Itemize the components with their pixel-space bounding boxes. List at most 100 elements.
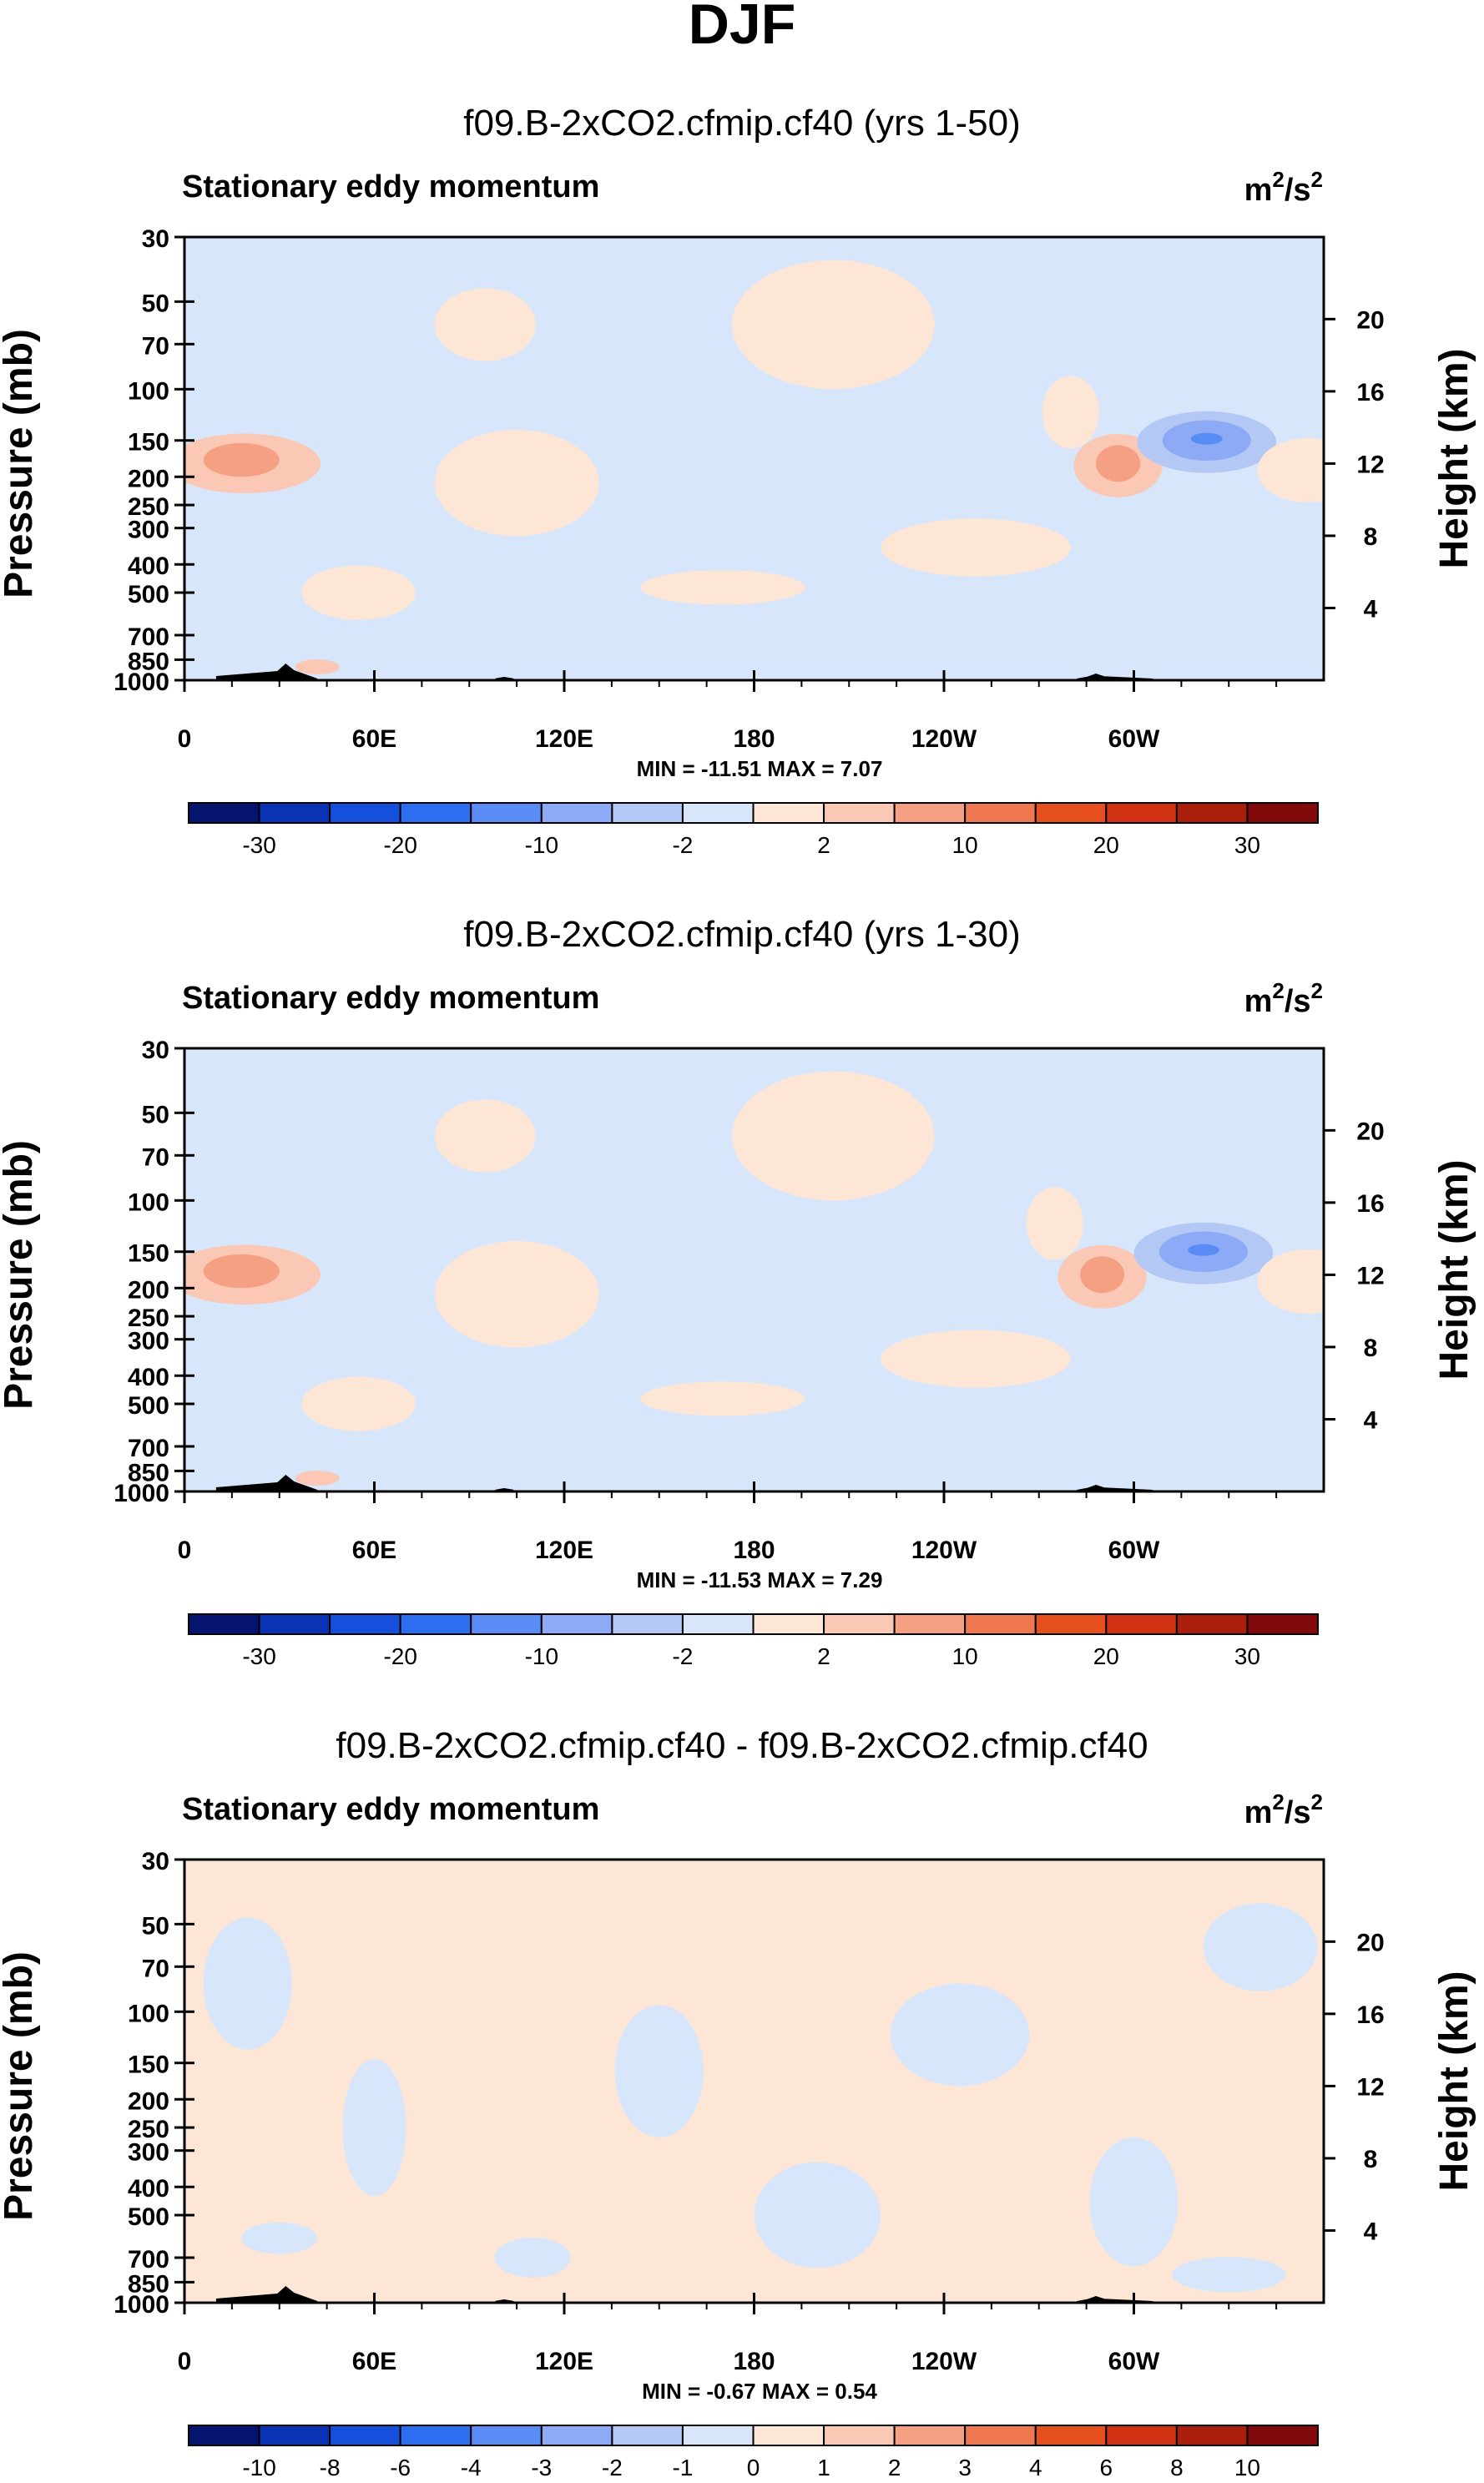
y-tick-label: 300: [128, 2139, 169, 2167]
right-axis-title: Height (km): [1432, 349, 1476, 569]
topography: [215, 2286, 318, 2303]
colorbar-box: [893, 1613, 967, 1635]
contour-region: [754, 2162, 881, 2269]
colorbar-label: 30: [1234, 1643, 1260, 1669]
y-tick-label: 50: [142, 290, 169, 317]
colorbar-box: [540, 2425, 613, 2446]
y-tick-label: 300: [128, 1328, 169, 1355]
colorbar-label: -2: [672, 1643, 693, 1669]
contour-region: [295, 1471, 340, 1486]
contour-region: [434, 1240, 599, 1348]
y-tick-label: 100: [128, 377, 169, 405]
colorbar-box: [188, 2425, 260, 2446]
colorbar-box: [188, 1613, 260, 1635]
y-tick-label: 100: [128, 2000, 169, 2027]
colorbar-box: [893, 802, 967, 824]
colorbar-box: [823, 802, 896, 824]
contour-region: [1042, 376, 1099, 449]
y-tick-label: 30: [142, 1848, 169, 1875]
colorbar-box: [329, 802, 401, 824]
min-max-stats: MIN = -11.53 MAX = 7.29: [637, 1567, 883, 1592]
y-tick-label: 500: [128, 1392, 169, 1420]
colorbar-box: [611, 1613, 684, 1635]
height-tick-label: 20: [1356, 1929, 1384, 1956]
topography: [215, 1475, 318, 1491]
field-label: Stationary eddy momentum: [182, 169, 599, 204]
colorbar-box: [258, 2425, 331, 2446]
colorbar-box: [1175, 2425, 1249, 2446]
x-tick-label: 60W: [1108, 725, 1160, 753]
colorbar-label: 1: [817, 2455, 830, 2480]
colorbar-label: 8: [1170, 2455, 1184, 2480]
x-tick-label: 120E: [535, 725, 593, 753]
x-tick-label: 120E: [535, 2348, 593, 2375]
y-tick-label: 150: [128, 429, 169, 457]
colorbar-box: [611, 802, 684, 824]
height-tick-label: 12: [1356, 1262, 1384, 1289]
colorbar-box: [681, 802, 755, 824]
units-label: m2/s2: [1244, 1789, 1323, 1830]
colorbar-box: [823, 1613, 896, 1635]
chart-panel: f09.B-2xCO2.cfmip.cf40 (yrs 1-50) Station…: [0, 103, 1476, 858]
colorbar-box: [1105, 1613, 1178, 1635]
colorbar-box: [964, 802, 1037, 824]
colorbar-box: [329, 2425, 401, 2446]
colorbar-box: [1034, 1613, 1108, 1635]
colorbar-box: [399, 1613, 472, 1635]
contour-region: [881, 1330, 1071, 1388]
colorbar-box: [823, 2425, 896, 2446]
x-tick-label: 60E: [352, 1537, 396, 1564]
colorbar-box: [399, 2425, 472, 2446]
height-tick-label: 16: [1356, 1190, 1384, 1218]
chart-panel: f09.B-2xCO2.cfmip.cf40 - f09.B-2xCO2.cfm…: [0, 1725, 1476, 2480]
x-tick-label: 120W: [911, 1537, 977, 1564]
y-tick-label: 30: [142, 225, 169, 253]
colorbar-box: [258, 1613, 331, 1635]
colorbar-label: -10: [525, 1643, 558, 1669]
x-tick-label: 120W: [911, 2348, 977, 2375]
colorbar-box: [1246, 802, 1319, 824]
y-tick-label: 1000: [114, 2291, 169, 2319]
right-axis-title: Height (km): [1432, 1160, 1476, 1380]
x-tick-label: 0: [178, 2348, 192, 2375]
y-axis-title: Pressure (mb): [0, 1951, 41, 2221]
colorbar-label: -3: [531, 2455, 552, 2480]
colorbar-box: [893, 2425, 967, 2446]
y-tick-label: 200: [128, 2087, 169, 2115]
height-tick-label: 12: [1356, 451, 1384, 478]
y-tick-label: 300: [128, 517, 169, 544]
y-tick-label: 100: [128, 1189, 169, 1216]
colorbar-box: [752, 1613, 825, 1635]
x-tick-label: 60E: [352, 725, 396, 753]
height-tick-label: 20: [1356, 1118, 1384, 1145]
colorbar-label: 10: [1234, 2455, 1260, 2480]
colorbar-box: [470, 1613, 543, 1635]
panel-title: f09.B-2xCO2.cfmip.cf40 (yrs 1-50): [463, 103, 1021, 144]
x-tick-label: 60W: [1108, 1537, 1160, 1564]
field-label: Stationary eddy momentum: [182, 981, 599, 1016]
colorbar-label: 4: [1029, 2455, 1042, 2480]
contour-region: [1089, 2137, 1179, 2267]
contour-region: [434, 288, 536, 361]
y-tick-label: 700: [128, 1435, 169, 1462]
height-tick-label: 4: [1364, 1406, 1378, 1434]
panel-title: f09.B-2xCO2.cfmip.cf40 - f09.B-2xCO2.cfm…: [336, 1725, 1148, 1766]
units-label: m2/s2: [1244, 167, 1323, 208]
colorbar-label: 20: [1093, 1643, 1119, 1669]
y-tick-label: 700: [128, 2246, 169, 2274]
y-tick-label: 150: [128, 1240, 169, 1268]
contour-region: [1203, 1903, 1318, 1991]
x-tick-label: 60E: [352, 2348, 396, 2375]
y-tick-label: 50: [142, 1912, 169, 1940]
x-tick-label: 60W: [1108, 2348, 1160, 2375]
figure-title: DJF: [689, 0, 795, 56]
x-tick-label: 0: [178, 725, 192, 753]
colorbar-label: -6: [390, 2455, 411, 2480]
colorbar-box: [752, 2425, 825, 2446]
field-label: Stationary eddy momentum: [182, 1792, 599, 1827]
colorbar-box: [470, 2425, 543, 2446]
y-tick-label: 850: [128, 1459, 169, 1486]
contour-region: [731, 1071, 935, 1201]
contour-region: [1096, 445, 1141, 482]
colorbar-label: 30: [1234, 832, 1260, 858]
